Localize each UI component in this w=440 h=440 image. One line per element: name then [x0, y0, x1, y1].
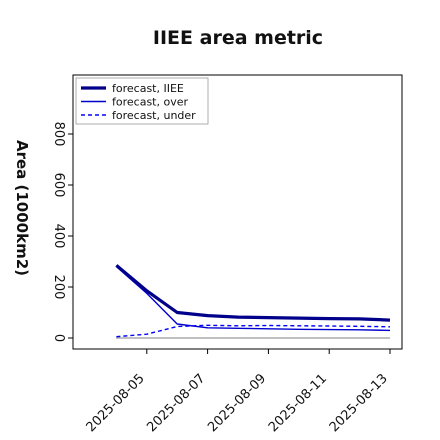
plot-frame — [72, 74, 403, 350]
series-line-1 — [115, 266, 391, 332]
y-tick-label: 400 — [51, 224, 66, 249]
series-line-0 — [115, 264, 391, 322]
legend-label: forecast, under — [112, 109, 196, 122]
legend-label: forecast, over — [112, 96, 188, 109]
x-tick-label: 2025-08-13 — [327, 371, 391, 435]
chart-title: IIEE area metric — [153, 27, 323, 49]
x-tick-label: 2025-08-07 — [144, 371, 208, 435]
plot-area: 02004006008002025-08-052025-08-072025-08… — [51, 122, 391, 436]
y-tick-label: 0 — [51, 334, 66, 342]
x-tick-label: 2025-08-05 — [84, 371, 148, 435]
legend-label: forecast, IIEE — [112, 82, 184, 95]
y-axis-label: Area (1000km2) — [13, 140, 31, 276]
y-tick-label: 800 — [51, 122, 66, 147]
x-tick-label: 2025-08-09 — [205, 371, 269, 435]
y-tick-label: 600 — [51, 173, 66, 198]
series-line-2 — [116, 324, 391, 338]
y-tick-label: 200 — [51, 275, 66, 300]
x-tick-label: 2025-08-11 — [266, 371, 330, 435]
